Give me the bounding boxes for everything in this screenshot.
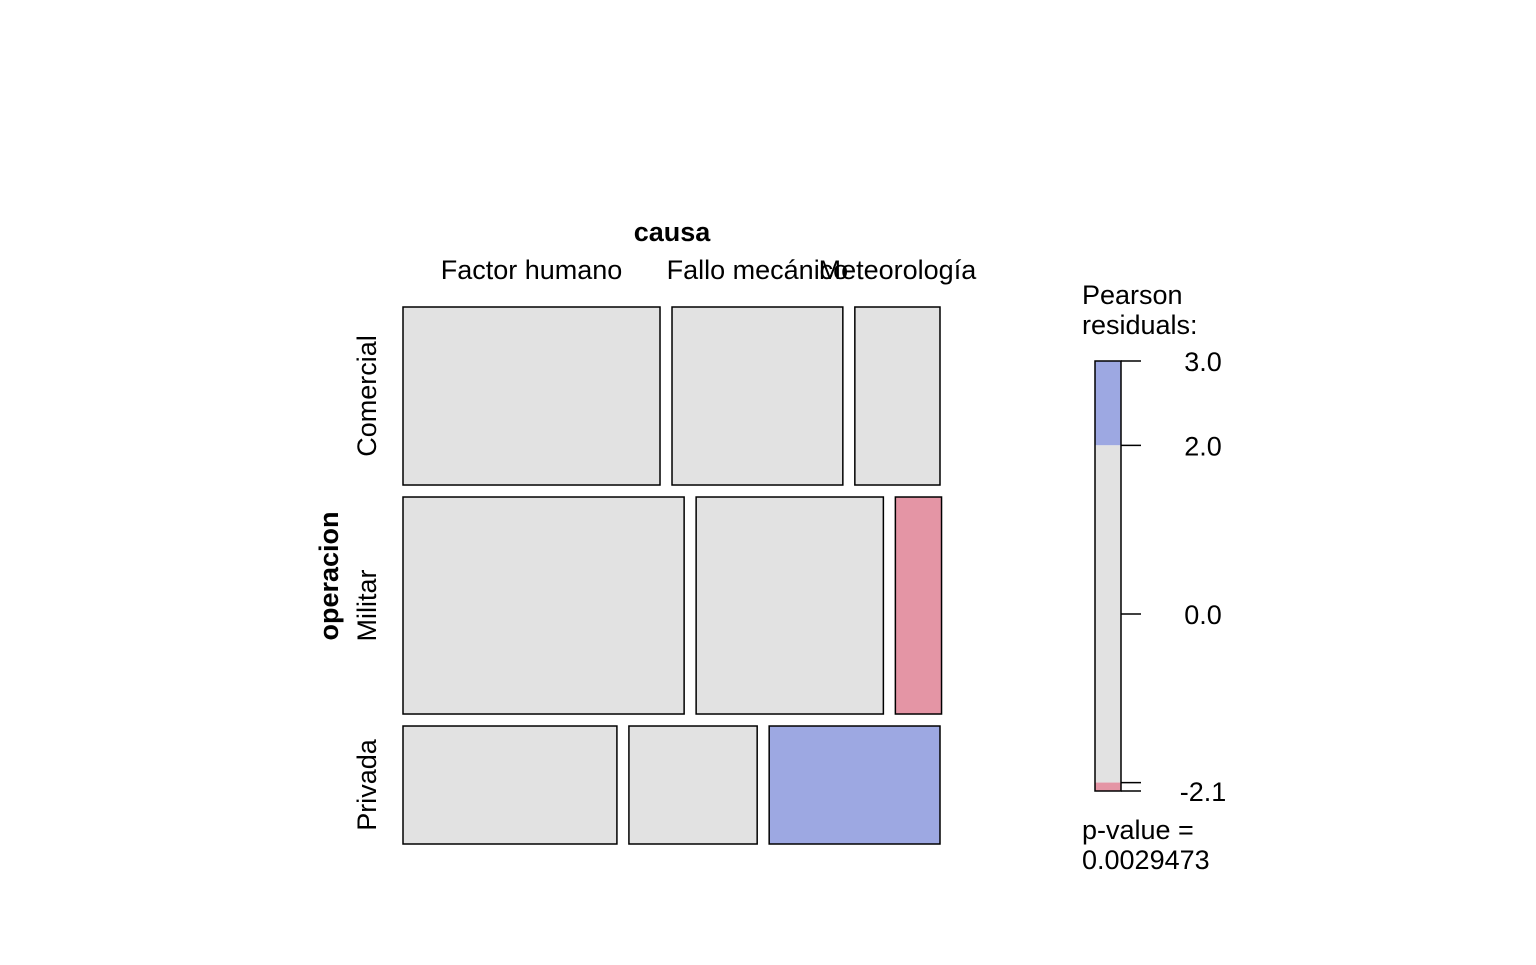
y-level-label: Militar [352,570,382,642]
pvalue-label: p-value = [1082,815,1194,845]
mosaic-cell-1-1 [695,496,885,715]
mosaic-cell-0-0 [402,306,661,486]
legend-title-line1: Pearson [1082,280,1183,310]
mosaic-cell-2-2 [768,725,941,845]
y-level-label: Comercial [352,335,382,457]
mosaic-cell-1-0 [402,496,685,715]
legend-neutral-band [1095,445,1121,783]
legend-negative-band [1095,782,1121,791]
legend-positive-band [1095,361,1121,446]
y-variable-title: operacion [314,511,344,640]
legend-tick-label: 3.0 [1184,347,1222,377]
legend-tick-label: -2.1 [1180,777,1227,807]
y-level-label: Privada [352,738,382,831]
mosaic-cell-0-1 [671,306,844,486]
mosaic-cell-0-2 [854,306,941,486]
mosaic-cell-2-0 [402,725,618,845]
legend-tick-label: 2.0 [1184,431,1222,461]
x-level-label: Fallo mecánico [667,255,849,285]
legend-bar-frame [1094,360,1122,792]
x-variable-title: causa [634,217,712,247]
legend-title-line2: residuals: [1082,310,1198,340]
mosaic-cell-2-1 [628,725,758,845]
mosaic-cell-1-2 [894,496,943,715]
x-level-label: Factor humano [441,255,623,285]
x-level-label: Meteorología [819,255,978,285]
pvalue-value: 0.0029473 [1082,845,1210,875]
legend-tick-label: 0.0 [1184,600,1222,630]
